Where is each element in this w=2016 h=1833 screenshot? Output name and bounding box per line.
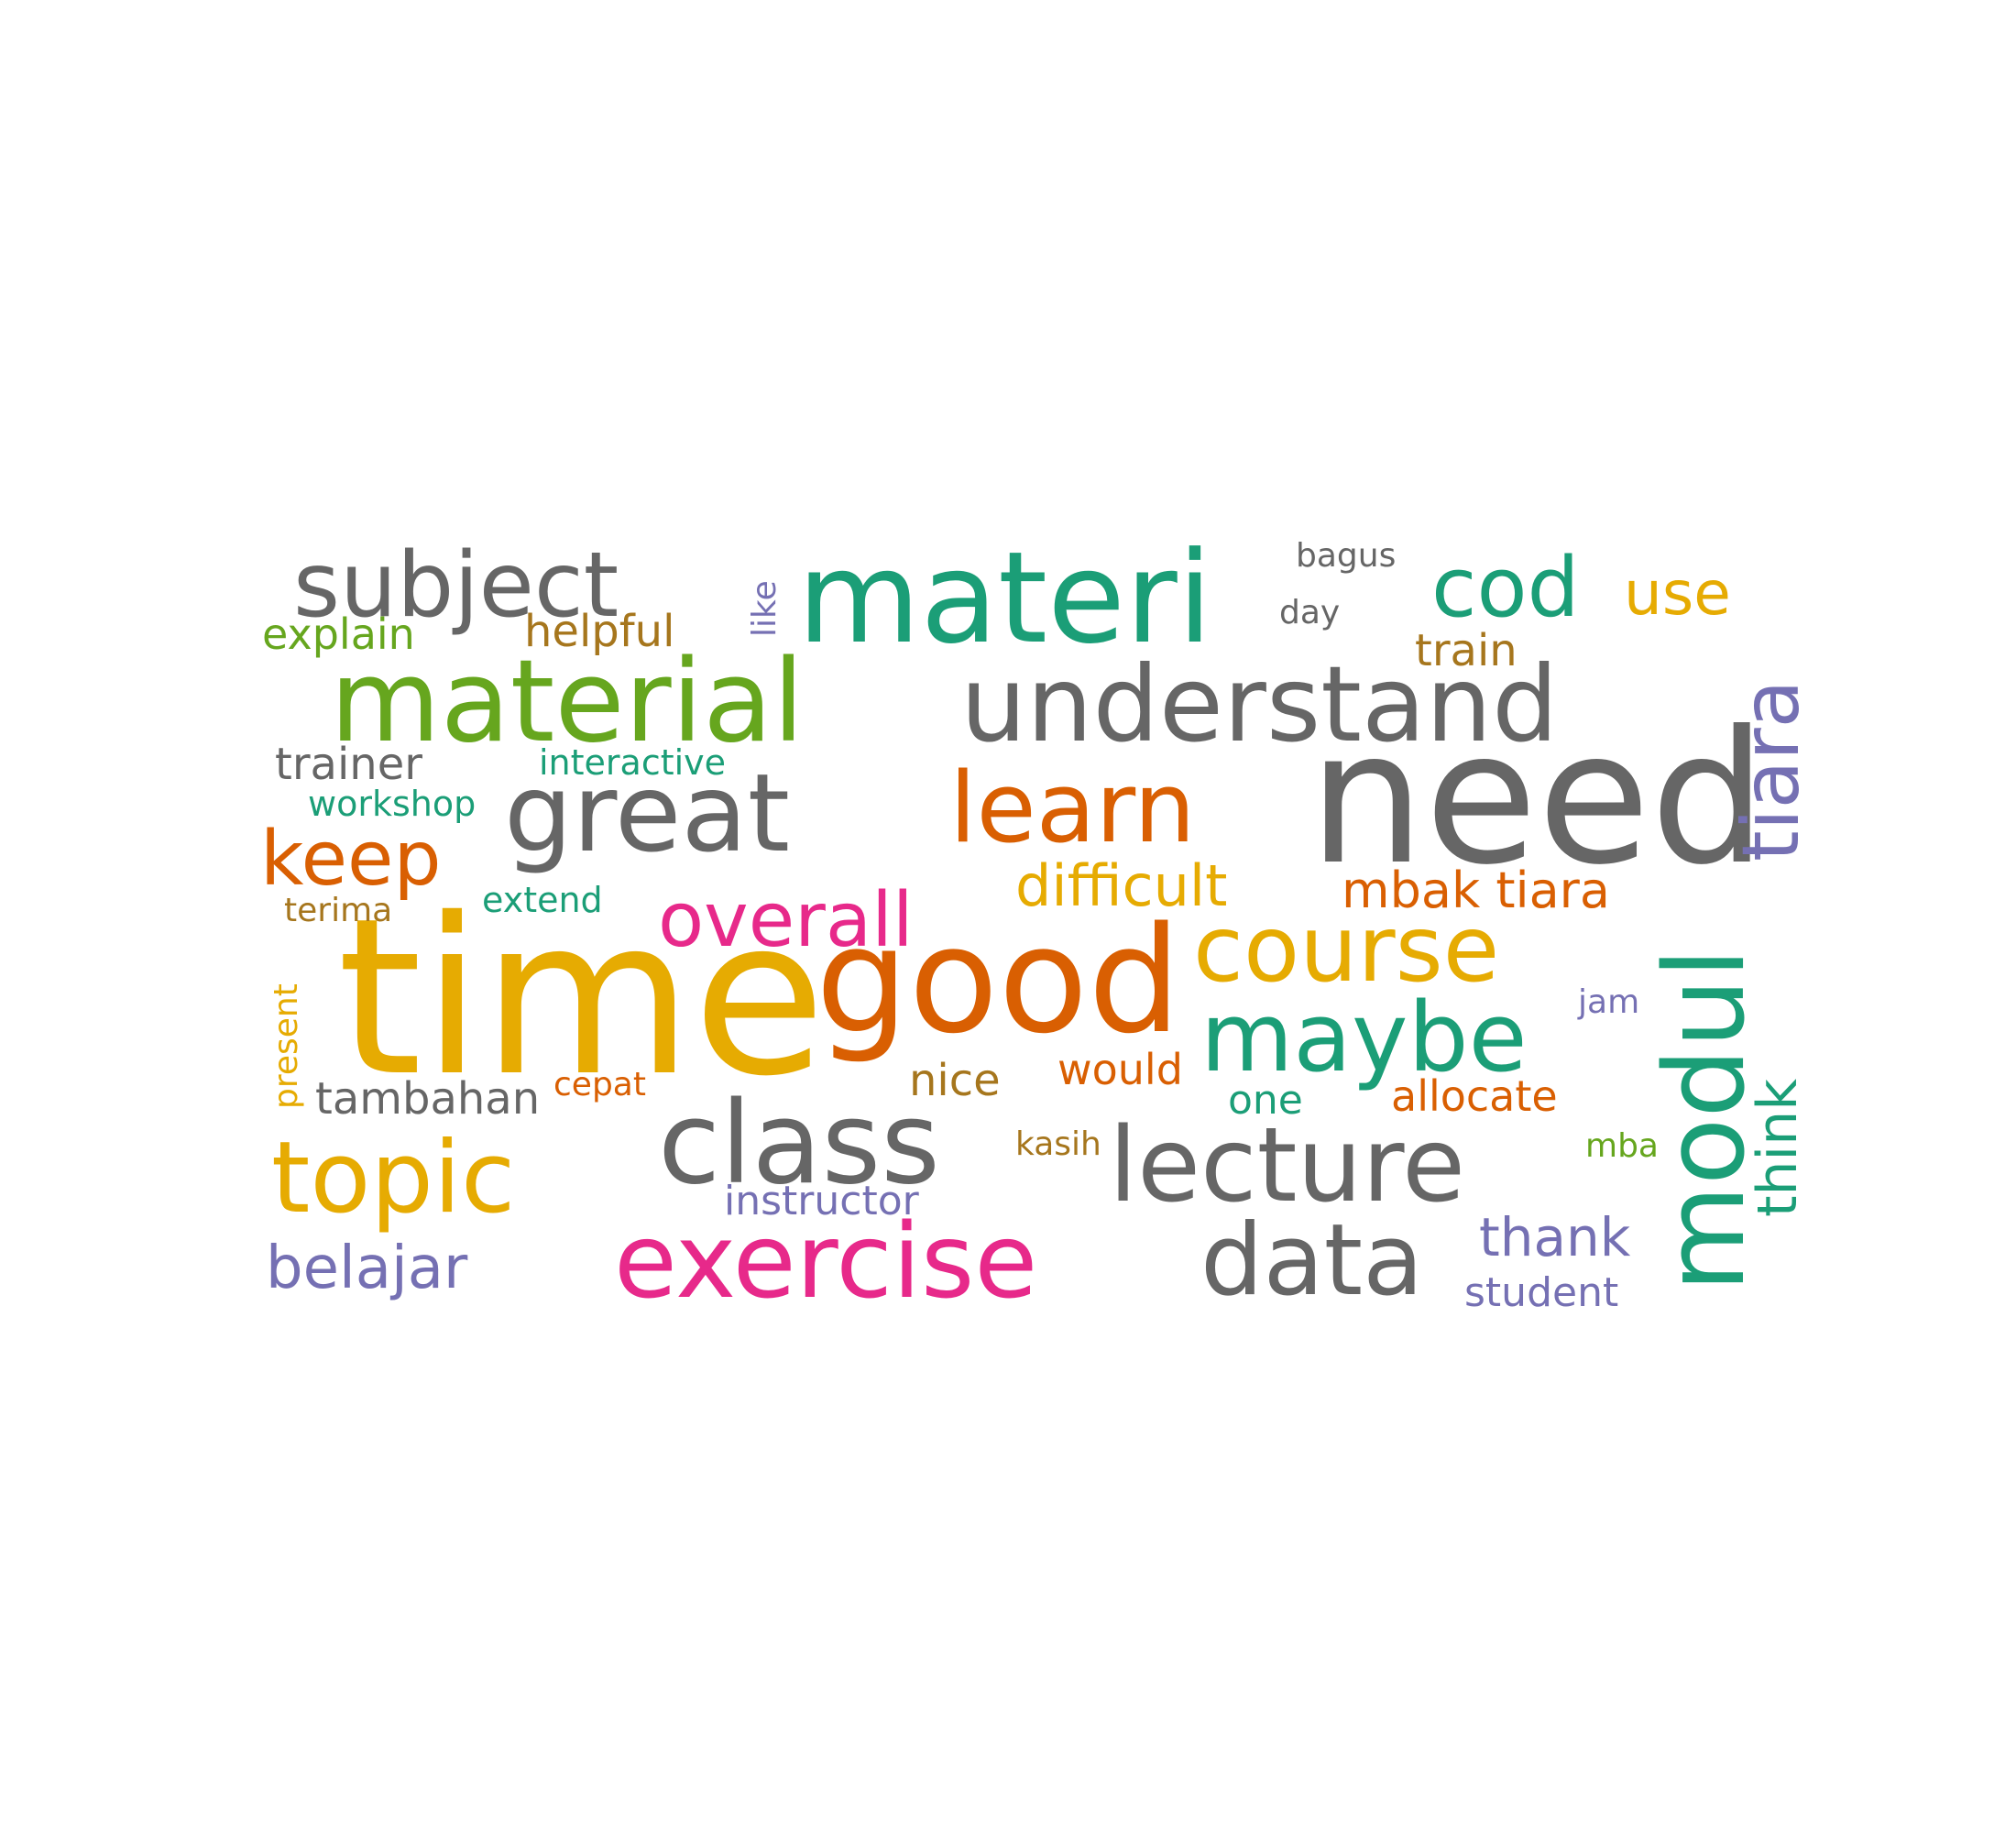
cloud-word-jam: jam	[1577, 983, 1639, 1021]
cloud-word-workshop: workshop	[308, 784, 476, 824]
cloud-word-data: data	[1200, 1203, 1423, 1318]
cloud-word-trainer: trainer	[275, 739, 422, 790]
cloud-word-use: use	[1624, 558, 1731, 629]
cloud-word-good: good	[816, 895, 1181, 1066]
cloud-word-great: great	[504, 750, 790, 876]
cloud-word-kasih: kasih	[1015, 1125, 1101, 1163]
cloud-word-mba: mba	[1585, 1127, 1659, 1165]
cloud-word-allocate: allocate	[1391, 1071, 1558, 1121]
cloud-word-lecture: lecture	[1109, 1106, 1465, 1225]
cloud-word-class: class	[658, 1078, 940, 1210]
cloud-word-overall: overall	[658, 877, 914, 964]
cloud-word-day: day	[1279, 594, 1340, 631]
cloud-word-understand: understand	[960, 643, 1558, 765]
cloud-word-explain: explain	[262, 609, 415, 659]
cloud-word-cod: cod	[1431, 540, 1580, 636]
cloud-word-helpful: helpful	[524, 606, 674, 657]
cloud-word-learn: learn	[949, 752, 1196, 864]
cloud-word-present: present	[268, 983, 305, 1109]
cloud-word-would: would	[1057, 1045, 1183, 1094]
cloud-word-nice: nice	[909, 1055, 1001, 1106]
cloud-word-need: need	[1309, 692, 1767, 906]
cloud-word-train: train	[1415, 625, 1517, 676]
cloud-word-course: course	[1193, 895, 1499, 1003]
cloud-word-difficult: difficult	[1015, 852, 1227, 919]
cloud-word-topic: topic	[271, 1121, 515, 1235]
cloud-word-like: like	[746, 580, 783, 637]
cloud-word-student: student	[1464, 1269, 1618, 1316]
cloud-word-exercise: exercise	[614, 1202, 1037, 1322]
cloud-word-mbak-tiara: mbak tiara	[1342, 862, 1610, 919]
cloud-word-keep: keep	[260, 816, 442, 903]
cloud-word-terima: terima	[284, 892, 392, 929]
cloud-word-bagus: bagus	[1296, 537, 1396, 575]
cloud-word-tiara: tiara	[1726, 680, 1817, 862]
cloud-word-instructor: instructor	[724, 1178, 920, 1224]
cloud-word-extend: extend	[482, 880, 603, 920]
cloud-word-material: material	[330, 636, 805, 768]
cloud-word-interactive: interactive	[539, 742, 726, 783]
cloud-word-belajar: belajar	[266, 1235, 468, 1302]
cloud-word-time: time	[337, 872, 826, 1124]
cloud-word-materi: materi	[797, 524, 1212, 672]
cloud-word-think: think	[1746, 1079, 1810, 1217]
cloud-word-one: one	[1228, 1077, 1303, 1124]
cloud-word-modul: modul	[1642, 948, 1769, 1292]
cloud-word-tambahan: tambahan	[315, 1073, 540, 1125]
cloud-word-thank: thank	[1479, 1206, 1631, 1268]
cloud-word-maybe: maybe	[1200, 982, 1528, 1093]
cloud-word-cepat: cepat	[553, 1066, 646, 1103]
cloud-word-subject: subject	[293, 533, 619, 638]
